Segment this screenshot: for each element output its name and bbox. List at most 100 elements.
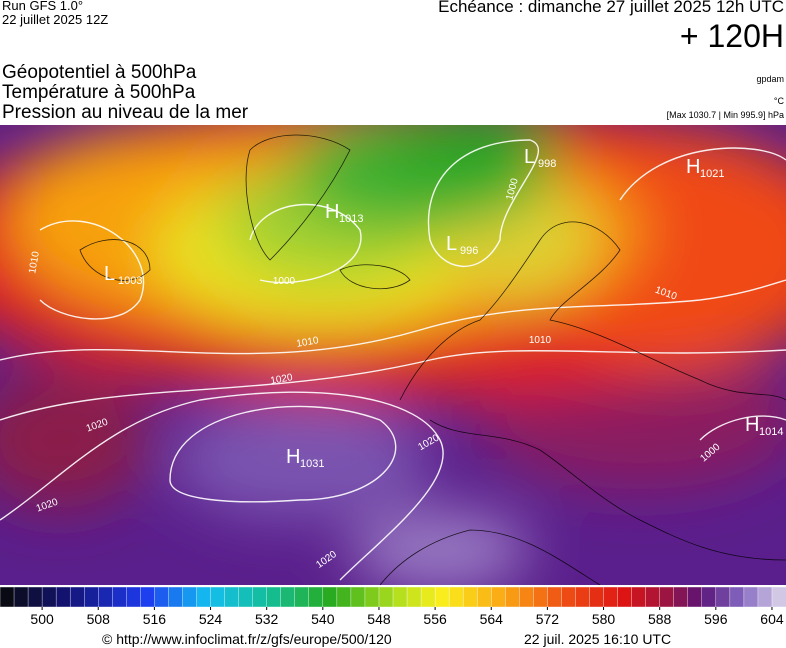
colorbar-cell: [434, 586, 450, 608]
contour-label: 1010: [27, 250, 42, 274]
generated-time: 22 juil. 2025 16:10 UTC: [524, 631, 672, 647]
source-url: © http://www.infoclimat.fr/z/gfs/europe/…: [102, 631, 392, 647]
colorbar-tick-label: 556: [423, 611, 447, 627]
colorbar-cell: [140, 586, 156, 608]
colorbar-tick-label: 596: [704, 611, 728, 627]
contour-label: 1010: [296, 335, 320, 350]
colorbar-cell: [757, 586, 773, 608]
pressure-letter: H: [686, 156, 700, 178]
colorbar-cell: [645, 586, 661, 608]
pressure-letter: L: [446, 233, 457, 255]
colorbar-cell: [771, 586, 786, 608]
field-title: Température à 500hPa: [2, 82, 196, 103]
colorbar-cell: [13, 586, 29, 608]
colorbar-tick-label: 564: [480, 611, 504, 627]
colorbar-cell: [280, 586, 296, 608]
pressure-value: 1013: [339, 213, 363, 225]
colorbar-cell: [322, 586, 338, 608]
colorbar-cell: [420, 586, 436, 608]
colorbar-cell: [266, 586, 282, 608]
colorbar-cell: [519, 586, 535, 608]
run-label: Run GFS 1.0°: [2, 0, 84, 13]
colorbar-cell: [154, 586, 170, 608]
colorbar-tick-label: 508: [87, 611, 111, 627]
colorbar-tick-label: 588: [648, 611, 672, 627]
pressure-letter: H: [286, 446, 300, 468]
colorbar-cell: [477, 586, 492, 608]
colorbar-cell: [0, 586, 15, 608]
field-title: Géopotentiel à 500hPa: [2, 62, 197, 83]
colorbar-cell: [336, 586, 352, 608]
colorbar-cell: [673, 586, 689, 608]
colorbar-cell: [112, 586, 128, 608]
colorbar-tick-label: 500: [30, 611, 54, 627]
colorbar-tick-label: 604: [760, 611, 784, 627]
pressure-value: 1003: [118, 275, 142, 287]
colorbar-tick-label: 572: [536, 611, 560, 627]
colorbar-cell: [224, 586, 240, 608]
pressure-value: 1021: [700, 168, 724, 180]
colorbar-cell: [308, 586, 324, 608]
pressure-letter: H: [745, 414, 759, 436]
colorbar-tick-label: 580: [592, 611, 616, 627]
colorbar-cell: [462, 586, 478, 608]
pressure-letter: L: [104, 263, 115, 285]
field-shading: [0, 125, 786, 585]
colorbar-cell: [448, 586, 464, 608]
contour-label: 1020: [270, 372, 294, 387]
run-date: 22 juillet 2025 12Z: [2, 12, 109, 27]
colorbar-cell: [27, 586, 43, 608]
contour-label: 1000: [273, 276, 296, 287]
colorbar-cell: [238, 586, 254, 608]
unit-label: [Max 1030.7 | Min 995.9] hPa: [666, 110, 784, 120]
pressure-value: 996: [460, 245, 478, 257]
colorbar-cell: [210, 586, 226, 608]
colorbar-cell: [491, 586, 506, 608]
colorbar-cell: [378, 586, 394, 608]
colorbar-cell: [41, 586, 57, 608]
colorbar-cell: [294, 586, 310, 608]
colorbar-tick-label: 516: [143, 611, 167, 627]
colorbar-cell: [364, 586, 380, 608]
field-title: Pression au niveau de la mer: [2, 102, 249, 123]
unit-label: °C: [773, 96, 784, 106]
colorbar-cell: [575, 586, 591, 608]
colorbar-tick-label: 540: [311, 611, 335, 627]
colorbar-cell: [561, 586, 577, 608]
colorbar-cell: [182, 586, 198, 608]
colorbar-cell: [126, 586, 142, 608]
colorbar-cell: [617, 586, 633, 608]
contour-label: 1010: [529, 335, 552, 346]
colorbar-tick-label: 532: [255, 611, 279, 627]
colorbar-cell: [589, 586, 605, 608]
pressure-value: 998: [538, 158, 556, 170]
colorbar-cell: [715, 586, 731, 608]
colorbar-cell: [98, 586, 113, 608]
colorbar-cell: [603, 586, 619, 608]
colorbar-cell: [533, 586, 549, 608]
colorbar-tick-label: 524: [199, 611, 223, 627]
pressure-letter: H: [325, 201, 339, 223]
colorbar-cell: [729, 586, 745, 608]
colorbar-cell: [350, 586, 366, 608]
colorbar-cell: [69, 586, 85, 608]
colorbar-cell: [252, 586, 268, 608]
colorbar-cell: [84, 586, 99, 608]
colorbar-cell: [743, 586, 759, 608]
colorbar-cell: [168, 586, 184, 608]
colorbar-cell: [547, 586, 563, 608]
pressure-value: 1031: [300, 458, 324, 470]
colorbar-cell: [701, 586, 717, 608]
colorbar-cell: [406, 586, 422, 608]
lead-time: + 120H: [679, 18, 784, 54]
colorbar-cell: [392, 586, 408, 608]
valid-time: Echéance : dimanche 27 juillet 2025 12h …: [438, 0, 784, 16]
colorbar-cell: [55, 586, 71, 608]
pressure-letter: L: [524, 146, 535, 168]
colorbar-cell: [196, 586, 212, 608]
colorbar-tick-label: 548: [367, 611, 391, 627]
colorbar-cell: [631, 586, 647, 608]
pressure-value: 1014: [759, 426, 783, 438]
